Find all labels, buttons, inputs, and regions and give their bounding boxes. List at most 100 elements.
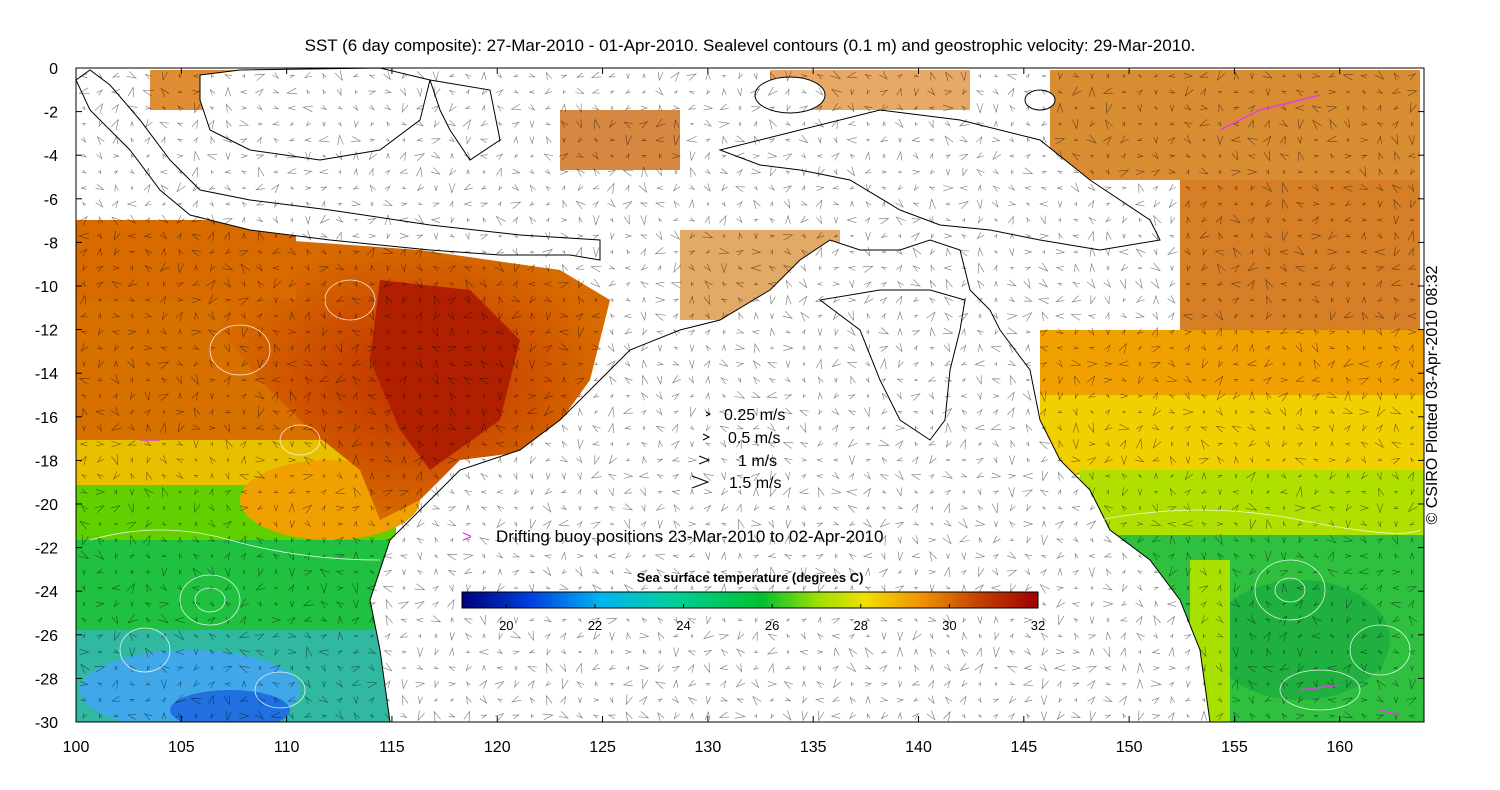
velocity-arrow	[207, 519, 216, 528]
velocity-arrow	[897, 311, 903, 321]
velocity-arrow	[913, 411, 919, 414]
velocity-arrow	[286, 409, 297, 418]
velocity-arrow	[992, 567, 999, 576]
velocity-arrow	[448, 713, 456, 718]
velocity-arrow	[655, 118, 666, 128]
velocity-arrow	[1362, 424, 1368, 432]
contour-ring	[1349, 624, 1411, 676]
velocity-arrow	[575, 264, 585, 270]
velocity-arrow	[1118, 695, 1128, 706]
velocity-arrow	[545, 681, 552, 687]
velocity-arrow	[192, 74, 199, 78]
velocity-arrow	[1056, 586, 1065, 591]
velocity-arrow	[224, 682, 231, 687]
velocity-arrow	[366, 246, 375, 258]
velocity-arrow	[1200, 439, 1210, 450]
velocity-arrow	[434, 633, 438, 639]
velocity-arrow	[1169, 235, 1175, 238]
velocity-arrow	[351, 505, 360, 512]
velocity-arrow	[112, 266, 120, 271]
velocity-arrow	[430, 486, 440, 497]
velocity-arrow	[191, 280, 200, 286]
velocity-arrow	[1134, 200, 1145, 207]
velocity-arrow	[322, 72, 327, 79]
velocity-arrow	[784, 554, 792, 560]
velocity-arrow	[785, 377, 791, 383]
velocity-arrow	[1359, 649, 1368, 654]
velocity-arrow	[994, 280, 998, 287]
velocity-arrow	[96, 617, 103, 624]
velocity-arrow	[593, 137, 599, 143]
velocity-arrow	[994, 296, 998, 303]
velocity-arrow	[1329, 186, 1334, 190]
velocity-arrow	[657, 71, 664, 82]
velocity-arrow	[866, 330, 869, 335]
velocity-arrow	[1041, 121, 1047, 127]
velocity-arrow	[1282, 695, 1288, 705]
velocity-arrow	[304, 311, 310, 321]
velocity-arrow	[1199, 167, 1209, 175]
velocity-arrow	[383, 409, 392, 417]
velocity-arrow	[1137, 536, 1144, 544]
velocity-arrow	[1363, 345, 1366, 351]
velocity-arrow	[1230, 136, 1241, 143]
velocity-arrow	[1057, 505, 1063, 510]
velocity-arrow	[431, 422, 439, 434]
velocity-arrow	[271, 390, 279, 402]
velocity-arrow	[1039, 233, 1050, 239]
velocity-arrow	[639, 202, 648, 208]
velocity-arrow	[734, 152, 745, 159]
velocity-arrow	[482, 664, 486, 671]
velocity-arrow	[897, 327, 903, 336]
velocity-arrow	[718, 711, 730, 718]
contour-ring	[1254, 559, 1326, 621]
velocity-arrow	[880, 232, 888, 239]
velocity-arrow	[754, 311, 759, 320]
velocity-arrow	[415, 470, 422, 481]
velocity-arrow	[897, 631, 903, 642]
velocity-arrow	[496, 505, 504, 512]
velocity-arrow	[414, 583, 426, 590]
velocity-arrow	[1121, 601, 1127, 606]
velocity-arrow	[512, 714, 520, 719]
velocity-arrow	[688, 217, 696, 222]
velocity-arrow	[1072, 665, 1081, 671]
velocity-arrow	[992, 535, 1001, 544]
velocity-arrow	[1088, 327, 1095, 336]
velocity-arrow	[1282, 602, 1287, 606]
velocity-arrow	[786, 618, 790, 622]
velocity-arrow	[1200, 200, 1207, 208]
velocity-arrow	[290, 186, 295, 190]
velocity-arrow	[528, 90, 535, 94]
velocity-arrow	[303, 170, 313, 176]
velocity-arrow	[113, 713, 119, 718]
velocity-arrow	[1329, 714, 1336, 718]
velocity-arrow	[1071, 295, 1082, 303]
velocity-arrow	[1022, 167, 1034, 175]
velocity-arrow	[545, 264, 550, 273]
velocity-arrow	[449, 489, 455, 495]
velocity-arrow	[1375, 695, 1384, 703]
velocity-arrow	[638, 711, 650, 719]
velocity-arrow	[449, 167, 457, 176]
velocity-arrow	[752, 567, 758, 577]
velocity-arrow	[608, 664, 616, 671]
velocity-arrow	[928, 440, 936, 446]
velocity-arrow	[481, 296, 486, 304]
velocity-arrow	[977, 697, 982, 704]
velocity-arrow	[1118, 169, 1130, 177]
velocity-arrow	[671, 440, 680, 449]
velocity-arrow	[961, 569, 967, 575]
velocity-arrow	[1248, 89, 1255, 94]
velocity-arrow	[770, 249, 773, 255]
velocity-arrow	[528, 104, 536, 111]
velocity-arrow	[240, 312, 246, 320]
velocity-arrow	[258, 230, 264, 241]
velocity-arrow	[480, 614, 486, 626]
velocity-arrow	[1185, 536, 1190, 545]
velocity-arrow	[400, 519, 410, 530]
velocity-arrow	[1184, 86, 1194, 97]
velocity-arrow	[513, 393, 519, 399]
velocity-arrow	[769, 217, 775, 223]
velocity-arrow	[639, 632, 650, 639]
